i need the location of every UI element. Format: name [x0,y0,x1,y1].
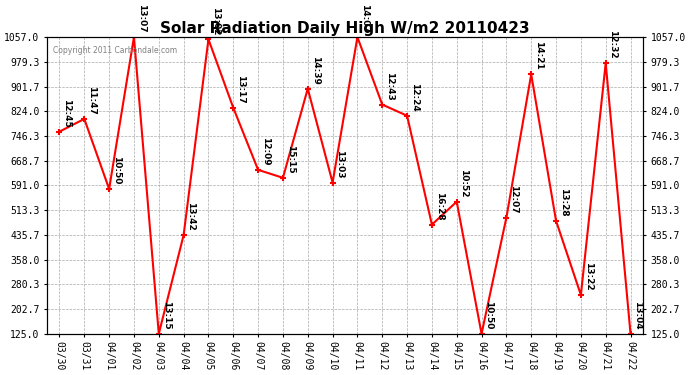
Text: 14:07: 14:07 [360,4,369,33]
Text: 12:43: 12:43 [385,72,394,100]
Text: 10:50: 10:50 [484,301,493,330]
Text: 10:52: 10:52 [460,169,469,198]
Text: 16:28: 16:28 [435,192,444,220]
Text: 10:50: 10:50 [112,156,121,185]
Title: Solar Radiation Daily High W/m2 20110423: Solar Radiation Daily High W/m2 20110423 [160,21,530,36]
Text: 12:09: 12:09 [261,137,270,166]
Text: 15:15: 15:15 [286,145,295,174]
Text: 13:28: 13:28 [559,188,568,217]
Text: 13:07: 13:07 [137,4,146,33]
Text: 11:47: 11:47 [87,86,96,115]
Text: 13:04: 13:04 [633,301,642,330]
Text: 12:45: 12:45 [62,99,71,128]
Text: 13:22: 13:22 [584,262,593,291]
Text: 12:32: 12:32 [609,30,618,59]
Text: 13:02: 13:02 [211,7,220,35]
Text: 13:42: 13:42 [186,202,195,231]
Text: 13:17: 13:17 [236,75,245,104]
Text: 14:39: 14:39 [310,56,319,84]
Text: 14:21: 14:21 [534,41,543,70]
Text: Copyright 2011 Carbondale.com: Copyright 2011 Carbondale.com [53,46,177,55]
Text: 12:24: 12:24 [410,83,419,111]
Text: 13:15: 13:15 [161,301,170,330]
Text: 13:03: 13:03 [335,150,344,178]
Text: 12:07: 12:07 [509,185,518,213]
